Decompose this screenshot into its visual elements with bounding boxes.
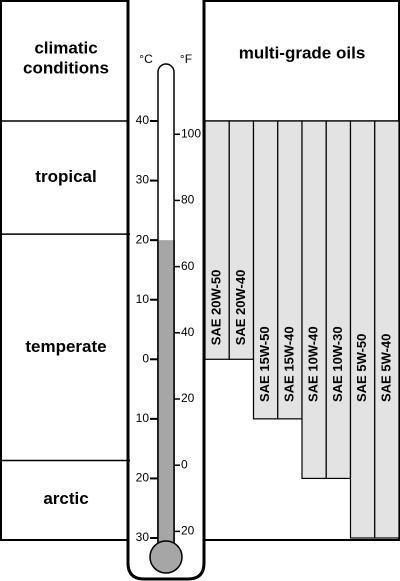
header-conditions: conditions — [23, 58, 109, 77]
fahrenheit-tick-label: 80 — [181, 193, 195, 207]
oil-label: SAE 20W-50 — [209, 270, 224, 346]
oil-label: SAE 15W-50 — [257, 326, 272, 402]
celsius-tick-label: 30 — [136, 530, 150, 544]
thermometer-fill — [158, 240, 174, 552]
celsius-tick-label: 30 — [136, 173, 150, 187]
header-oils: multi-grade oils — [239, 43, 366, 62]
fahrenheit-tick-label: 100 — [181, 126, 201, 140]
oil-label: SAE 15W-40 — [281, 326, 296, 402]
range-bar — [204, 120, 230, 360]
range-bar — [301, 120, 327, 480]
header-conditions: climatic — [34, 38, 97, 57]
celsius-tick-label: 20 — [136, 232, 150, 246]
fahrenheit-tick-label: 0 — [181, 457, 188, 471]
zone-label: arctic — [43, 489, 88, 508]
fahrenheit-tick-label: 60 — [181, 259, 195, 273]
oil-label: SAE 5W-40 — [378, 334, 393, 402]
celsius-tick-label: 40 — [136, 113, 150, 127]
range-bar — [349, 120, 376, 539]
zone-label: temperate — [25, 337, 106, 356]
celsius-tick-label: 20 — [136, 471, 150, 485]
header-celsius: °C — [139, 52, 153, 66]
range-bar — [252, 120, 279, 420]
thermometer-bulb — [149, 540, 183, 574]
celsius-tick-label: 10 — [136, 292, 150, 306]
header-fahrenheit: °F — [180, 52, 192, 66]
fahrenheit-tick-label: 40 — [181, 325, 195, 339]
oil-label: SAE 10W-40 — [306, 326, 321, 402]
celsius-tick-label: 0 — [142, 351, 149, 365]
celsius-tick-label: 10 — [136, 411, 150, 425]
oil-label: SAE 20W-40 — [233, 270, 248, 346]
range-bar — [325, 120, 352, 480]
zone-label: tropical — [35, 167, 96, 186]
range-bar — [374, 120, 400, 539]
fahrenheit-tick-label: 20 — [181, 391, 195, 405]
oil-label: SAE 5W-50 — [354, 334, 369, 402]
range-bar — [277, 120, 303, 420]
fahrenheit-tick-label: 20 — [181, 524, 195, 538]
oil-label: SAE 10W-30 — [330, 326, 345, 402]
